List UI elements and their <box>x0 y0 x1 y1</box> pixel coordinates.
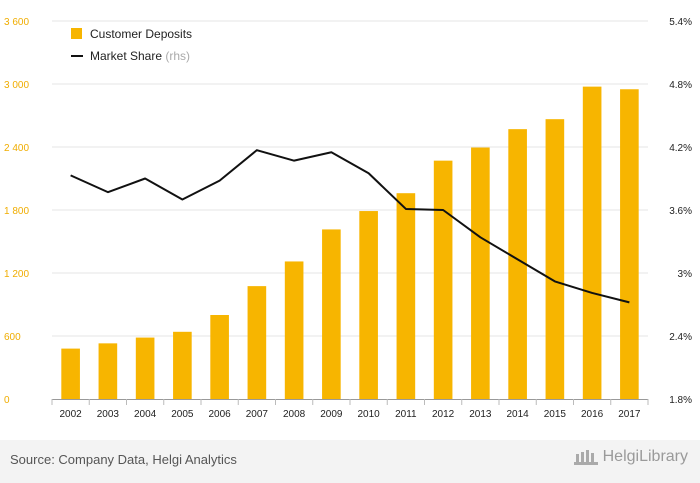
x-tick-label: 2009 <box>320 409 343 420</box>
left-tick-label: 600 <box>4 332 21 343</box>
x-tick-label: 2012 <box>432 409 455 420</box>
bar-2013 <box>471 147 490 399</box>
legend-label-market-share: Market Share (rhs) <box>90 49 190 63</box>
left-tick-label: 0 <box>4 395 10 406</box>
bar-2006 <box>210 315 229 399</box>
bar-2014 <box>508 129 527 399</box>
x-tick-label: 2016 <box>581 409 604 420</box>
helgi-library-logo[interactable]: HelgiLibrary <box>573 448 688 466</box>
chart: 0 600 1 200 1 800 2 400 3 000 3 600 1.8% 2.4% 3%… <box>4 17 692 420</box>
bar-2010 <box>359 211 378 399</box>
legend-label-deposits: Customer Deposits <box>90 27 192 41</box>
library-building-icon <box>573 450 598 465</box>
footer: Source: Company Data, Helgi Analytics He… <box>0 440 700 483</box>
bar-2007 <box>247 286 267 399</box>
bar-2015 <box>545 119 565 400</box>
right-tick-label: 4.2% <box>669 143 692 154</box>
x-tick-label: 2003 <box>97 409 120 420</box>
left-axis: 0 600 1 200 1 800 2 400 3 000 3 600 <box>4 17 29 406</box>
bar-2002 <box>61 348 80 399</box>
left-tick-label: 1 800 <box>4 206 29 217</box>
bar-2011 <box>396 193 416 399</box>
source-note: Source: Company Data, Helgi Analytics <box>10 452 237 467</box>
x-tick-label: 2007 <box>246 409 269 420</box>
x-axis: 2002 2003 2004 2005 2006 2007 2008 2009 2010 2011… <box>51 399 649 420</box>
right-tick-label: 5.4% <box>669 17 692 28</box>
bar-2017 <box>620 89 639 399</box>
x-tick-label: 2010 <box>358 409 381 420</box>
x-tick-label: 2004 <box>134 409 157 420</box>
left-tick-label: 3 600 <box>4 17 29 28</box>
market-share-line <box>70 149 630 304</box>
right-tick-label: 4.8% <box>669 80 692 91</box>
x-tick-label: 2017 <box>618 409 641 420</box>
bar-2009 <box>322 229 341 399</box>
legend-swatch-deposits <box>71 28 82 39</box>
logo-text: HelgiLibrary <box>602 448 688 465</box>
right-axis: 1.8% 2.4% 3% 3.6% 4.2% 4.8% 5.4% <box>669 17 692 406</box>
x-tick-label: 2002 <box>60 409 83 420</box>
bar-2003 <box>98 343 118 399</box>
legend-label-market-share-name: Market Share <box>90 49 162 63</box>
bar-2004 <box>135 337 155 399</box>
bar-2016 <box>582 86 602 399</box>
x-tick-label: 2005 <box>171 409 194 420</box>
right-tick-label: 3.6% <box>669 206 692 217</box>
x-tick-label: 2014 <box>507 409 530 420</box>
left-tick-label: 1 200 <box>4 269 29 280</box>
line-series <box>70 149 630 304</box>
x-tick-label: 2013 <box>469 409 492 420</box>
bar-series <box>61 86 639 400</box>
bar-2012 <box>433 160 453 399</box>
x-tick-label: 2015 <box>544 409 567 420</box>
legend: Customer Deposits Market Share (rhs) <box>71 27 192 63</box>
x-tick-label: 2011 <box>395 409 417 420</box>
right-tick-label: 3% <box>678 269 693 280</box>
left-tick-label: 2 400 <box>4 143 29 154</box>
legend-label-rhs: (rhs) <box>165 49 190 63</box>
x-tick-label: 2008 <box>283 409 306 420</box>
x-tick-label: 2006 <box>209 409 232 420</box>
bar-2008 <box>284 261 304 399</box>
right-tick-label: 1.8% <box>669 395 692 406</box>
right-tick-label: 2.4% <box>669 332 692 343</box>
bar-2005 <box>173 331 192 399</box>
left-tick-label: 3 000 <box>4 80 29 91</box>
